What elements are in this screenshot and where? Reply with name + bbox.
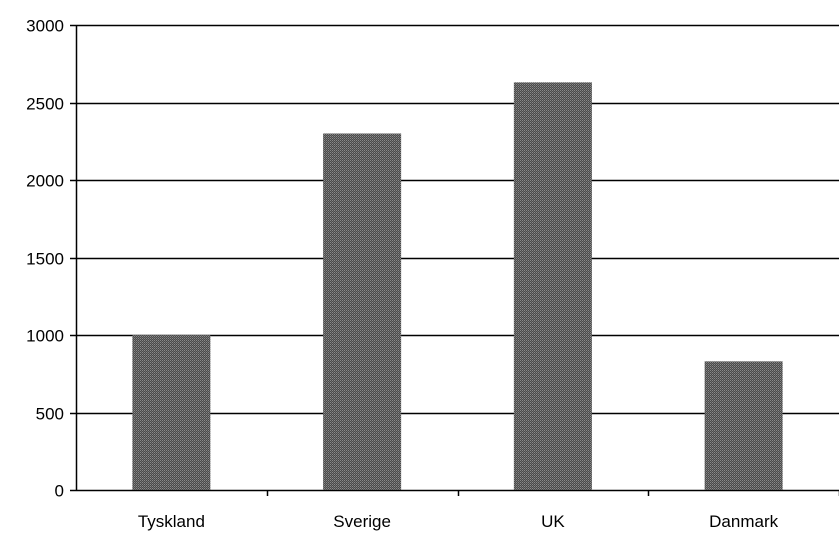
y-tick-label: 500 — [36, 405, 64, 424]
axes — [70, 24, 839, 496]
bar-uk — [513, 82, 592, 490]
x-tick-label: Tyskland — [138, 512, 205, 531]
bar-danmark — [704, 361, 783, 490]
y-tick-label: 0 — [55, 482, 64, 501]
x-tick-labels: Tyskland Sverige UK Danmark — [138, 512, 779, 531]
x-tick-label: Danmark — [709, 512, 778, 531]
y-tick-label: 3000 — [26, 17, 64, 36]
y-tick-label: 2000 — [26, 172, 64, 191]
bars — [132, 82, 783, 490]
y-tick-label: 2500 — [26, 95, 64, 114]
bar-tyskland — [132, 335, 211, 490]
y-tick-label: 1000 — [26, 327, 64, 346]
x-tick-label: Sverige — [333, 512, 391, 531]
y-tick-labels: 0 500 1000 1500 2000 2500 3000 — [26, 17, 64, 501]
bar-sverige — [323, 133, 402, 490]
x-tick-label: UK — [541, 512, 565, 531]
y-tick-label: 1500 — [26, 250, 64, 269]
